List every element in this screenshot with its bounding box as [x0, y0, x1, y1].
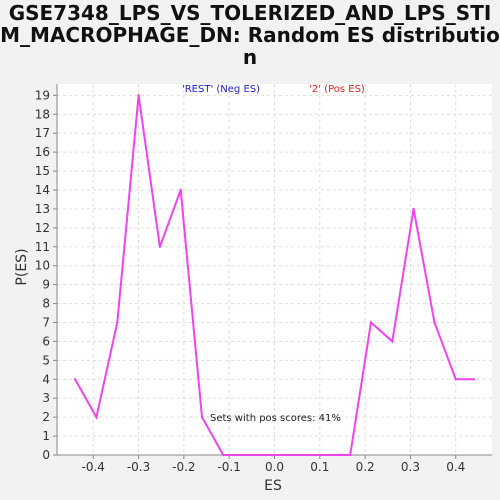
x-tick-label: -0.1 — [217, 460, 240, 474]
data-point — [73, 378, 77, 381]
x-tick-label: 0.0 — [265, 460, 284, 474]
data-point — [306, 453, 309, 457]
data-point — [472, 378, 476, 381]
y-tick-label: 4 — [42, 372, 50, 386]
y-tick-label: 3 — [42, 391, 50, 405]
y-tick-label: 7 — [42, 316, 50, 330]
pos-score-annotation: Sets with pos scores: 41% — [210, 413, 341, 424]
data-point — [95, 415, 98, 419]
x-tick-label: -0.2 — [172, 460, 195, 474]
y-tick-label: 5 — [42, 353, 50, 367]
data-point — [327, 453, 331, 457]
x-tick-label: 0.3 — [401, 460, 420, 474]
y-tick-label: 15 — [35, 164, 50, 178]
x-tick-label: -0.3 — [127, 460, 150, 474]
data-point — [412, 207, 415, 211]
data-point — [264, 453, 267, 457]
y-tick-label: 8 — [42, 297, 50, 311]
data-point — [222, 453, 225, 457]
x-axis-label: ES — [264, 478, 282, 494]
y-tick-label: 0 — [42, 448, 50, 462]
x-tick-label: 0.1 — [310, 460, 329, 474]
y-tick-label: 16 — [35, 145, 50, 159]
data-point — [179, 188, 182, 192]
chart-title: GSE7348_LPS_VS_TOLERIZED_AND_LPS_STIM_MA… — [0, 1, 500, 69]
y-tick-label: 14 — [35, 183, 50, 197]
y-axis-label: P(ES) — [14, 248, 30, 285]
y-tick-label: 9 — [42, 278, 50, 292]
legend-pos-es: '2' (Pos ES) — [309, 84, 365, 95]
y-tick-label: 1 — [42, 429, 50, 443]
data-point — [369, 321, 373, 324]
y-tick-label: 13 — [35, 202, 50, 216]
y-tick-label: 11 — [35, 240, 50, 254]
y-tick-label: 17 — [35, 126, 50, 140]
legend-neg-es: 'REST' (Neg ES) — [182, 84, 260, 95]
series-line — [74, 95, 474, 456]
data-point — [433, 321, 436, 324]
y-tick-label: 12 — [35, 221, 50, 235]
x-tick-label: 0.4 — [446, 460, 465, 474]
data-point — [454, 378, 457, 381]
y-tick-label: 6 — [42, 334, 50, 348]
y-tick-label: 10 — [35, 259, 50, 273]
x-tick-label: 0.2 — [356, 460, 375, 474]
data-point — [391, 340, 394, 343]
data-point — [158, 245, 162, 248]
series-group — [73, 94, 476, 457]
y-tick-label: 19 — [35, 88, 50, 102]
data-point — [116, 321, 119, 324]
data-point — [285, 453, 288, 457]
data-point — [137, 94, 140, 97]
y-tick-label: 18 — [35, 107, 50, 121]
data-point — [242, 453, 246, 457]
y-tick-label: 2 — [42, 410, 50, 424]
x-tick-label: -0.4 — [82, 460, 105, 474]
grid — [57, 84, 492, 456]
data-point — [348, 453, 352, 457]
data-point — [200, 415, 204, 419]
